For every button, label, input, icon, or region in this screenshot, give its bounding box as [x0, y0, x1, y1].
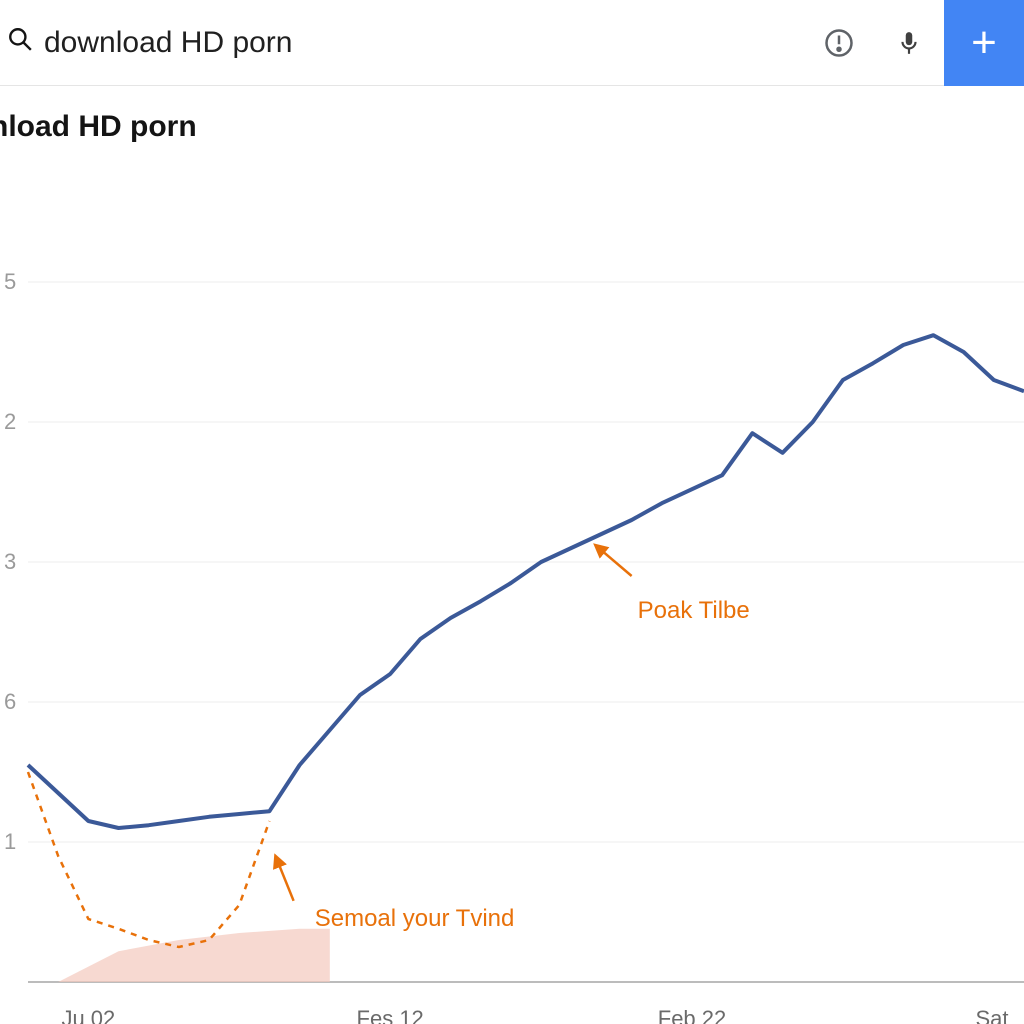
x-tick-label: Feb 22	[658, 1006, 727, 1024]
x-tick-label: Sat 100	[975, 1006, 1012, 1024]
y-tick-label: 5	[4, 269, 16, 295]
mic-icon[interactable]	[874, 26, 944, 60]
y-tick-label: 1	[4, 829, 16, 855]
annotation-poak-tilbe: Poak Tilbe	[638, 597, 750, 625]
search-input[interactable]	[40, 26, 804, 60]
alert-icon[interactable]	[804, 28, 874, 58]
x-tick-label: Fes 12	[357, 1006, 424, 1024]
search-icon[interactable]	[0, 26, 40, 60]
y-tick-label: 3	[4, 549, 16, 575]
add-button[interactable]: +	[944, 0, 1024, 86]
y-tick-label: 6	[4, 689, 16, 715]
annotation-semoal: Semoal your Tvind	[315, 905, 515, 933]
search-bar: +	[0, 0, 1024, 86]
x-tick-label: Ju 02	[61, 1006, 115, 1024]
trend-chart: Poak Tilbe Semoal your Tvind 5 2 3 6 1 Ju 02 Fes…	[0, 152, 1024, 1024]
chart-title: nload HD porn	[0, 86, 1024, 152]
y-tick-label: 2	[4, 409, 16, 435]
